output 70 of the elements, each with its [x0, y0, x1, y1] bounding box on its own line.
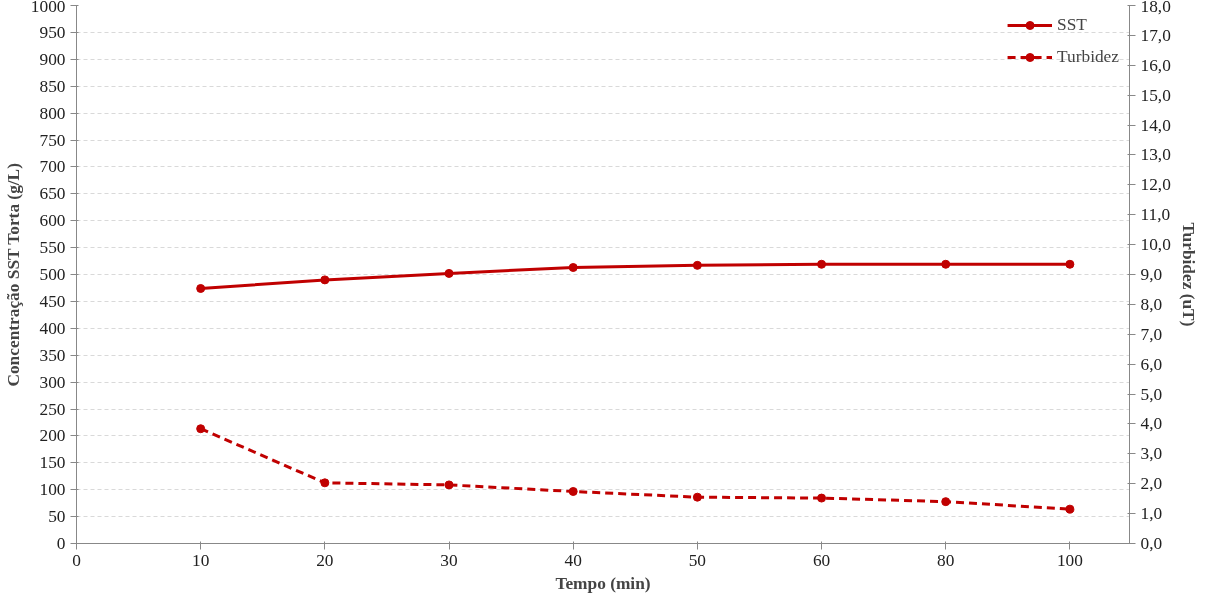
y-tick-label: 550: [39, 238, 66, 258]
y2-tick-label: 18,0: [1140, 0, 1171, 16]
y-tick-label: 700: [39, 157, 66, 177]
y2-tick-label: 2,0: [1140, 474, 1163, 494]
point: [196, 284, 206, 293]
point: [196, 424, 206, 434]
y-tick-label: 800: [39, 103, 66, 123]
x-tick-label: 20: [316, 550, 334, 570]
y-tick-label: 750: [39, 130, 66, 150]
point: [692, 492, 702, 502]
point: [568, 487, 578, 496]
x-tick-label: 80: [937, 550, 955, 570]
legend-label: SST: [1057, 15, 1087, 35]
y2-axis-title: Turbidez (uT): [1178, 222, 1198, 327]
x-tick-label: 10: [192, 550, 210, 570]
point: [941, 259, 951, 269]
y-tick-label: 400: [39, 318, 66, 338]
y-tick-label: 950: [39, 22, 66, 42]
y2-tick-label: 0,0: [1140, 534, 1163, 553]
y2-tick-label: 4,0: [1140, 414, 1163, 434]
y-tick-label: 650: [39, 184, 66, 204]
y-tick-label: 900: [39, 49, 66, 69]
point: [444, 268, 454, 278]
point: [1065, 259, 1075, 269]
y-tick-label: 1000: [30, 0, 66, 16]
x-tick-label: 60: [812, 550, 831, 570]
y-tick-label: 200: [39, 426, 66, 446]
point: [1065, 504, 1075, 514]
y2-tick-label: 13,0: [1140, 145, 1171, 165]
y2-tick-label: 3,0: [1140, 444, 1163, 464]
y-tick-label: 850: [39, 76, 66, 96]
y-tick-label: 450: [39, 291, 66, 311]
point: [817, 259, 827, 269]
y2-tick-label: 5,0: [1140, 384, 1163, 404]
y-tick-label: 50: [48, 507, 66, 527]
x-tick-label: 0: [72, 550, 81, 570]
y2-tick-label: 11,0: [1140, 205, 1171, 225]
point: [692, 260, 702, 270]
point: [320, 275, 330, 285]
y2-tick-label: 12,0: [1140, 175, 1171, 195]
y2-tick-label: 8,0: [1140, 294, 1163, 314]
x-tick-label: 30: [440, 550, 458, 570]
y2-tick-label: 14,0: [1140, 115, 1171, 135]
x-tick-label: 40: [564, 550, 582, 570]
y-tick-label: 350: [39, 345, 66, 365]
y-axis-title: Concentração SST Torta (g/L): [3, 162, 23, 387]
y2-tick-label: 15,0: [1140, 85, 1171, 105]
x-axis-title: Tempo (min): [555, 573, 651, 593]
y-tick-label: 500: [39, 265, 66, 284]
y2-tick-label: 1,0: [1140, 504, 1163, 524]
y-tick-label: 250: [39, 399, 66, 419]
y-tick-label: 0: [56, 534, 66, 553]
point: [320, 478, 330, 488]
point: [941, 497, 951, 507]
legend-label: Turbidez: [1057, 47, 1119, 67]
y-tick-label: 100: [39, 480, 66, 500]
y2-tick-label: 16,0: [1140, 55, 1171, 75]
y2-tick-label: 10,0: [1140, 235, 1171, 255]
point: [444, 480, 454, 490]
y-tick-label: 150: [39, 453, 66, 473]
point: [817, 493, 827, 503]
y2-tick-label: 9,0: [1140, 265, 1163, 284]
y-tick-label: 600: [39, 211, 66, 231]
y2-tick-label: 7,0: [1140, 324, 1163, 344]
x-tick-label: 100: [1056, 550, 1083, 570]
y-tick-label: 300: [39, 372, 66, 392]
x-tick-label: 50: [688, 550, 707, 570]
y2-tick-label: 17,0: [1140, 25, 1171, 45]
point: [568, 263, 578, 272]
y2-tick-label: 6,0: [1140, 354, 1163, 374]
